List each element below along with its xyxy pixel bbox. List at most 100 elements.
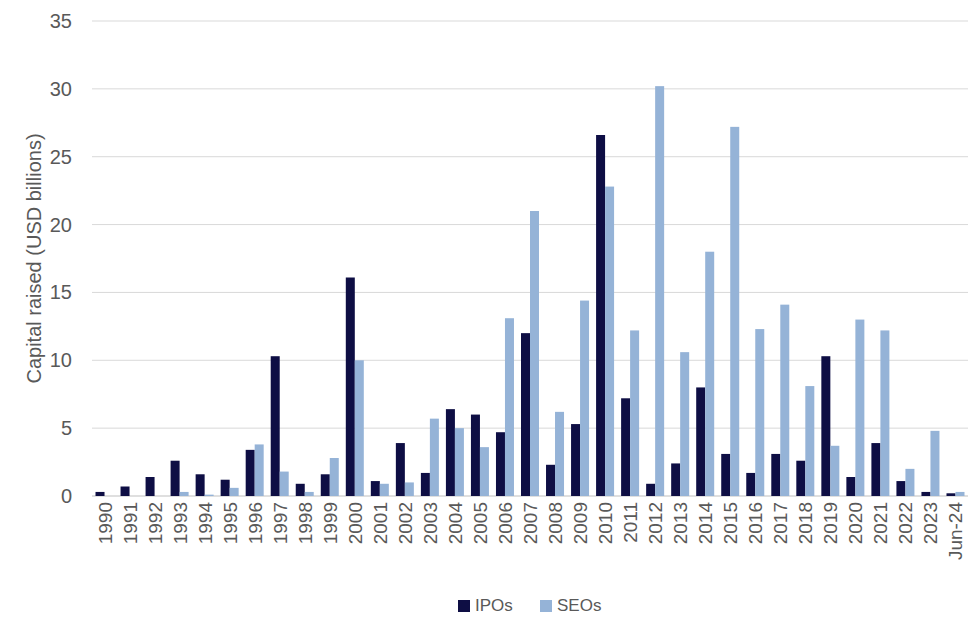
bar [905, 469, 914, 496]
bar [121, 487, 130, 497]
y-tick-label: 30 [50, 78, 72, 100]
x-tick-label: 2010 [595, 502, 616, 544]
x-tick-label: 2008 [545, 502, 566, 544]
bar [455, 428, 464, 496]
bar [280, 472, 289, 496]
bar [221, 480, 230, 496]
x-tick-label: 2021 [870, 502, 891, 544]
bar [596, 135, 605, 496]
x-tick-label: 2011 [620, 502, 641, 543]
bar [721, 454, 730, 496]
y-tick-label: 20 [50, 214, 72, 236]
bar [580, 301, 589, 496]
bar [555, 412, 564, 496]
bar [446, 409, 455, 496]
x-tick-label: Jun-24 [945, 502, 966, 561]
bar [780, 305, 789, 496]
bar [346, 278, 355, 497]
bar [746, 473, 755, 496]
grid-line [92, 88, 968, 89]
bar [430, 419, 439, 496]
bar [771, 454, 780, 496]
bar [146, 477, 155, 496]
legend-key [540, 600, 552, 612]
x-tick-label: 1997 [270, 502, 291, 544]
bar [705, 252, 714, 496]
x-tick-label: 1990 [95, 502, 116, 544]
x-tick-label: 2022 [895, 502, 916, 544]
bar [821, 356, 830, 496]
x-tick-label: 2003 [420, 502, 441, 544]
bar [680, 352, 689, 496]
bar [655, 86, 664, 496]
y-tick-label: 0 [61, 485, 72, 507]
x-tick-label: 2015 [720, 502, 741, 544]
x-tick-label: 2000 [345, 502, 366, 544]
grid-line [92, 21, 968, 22]
bar [421, 473, 430, 496]
bar [230, 488, 239, 496]
bar [571, 424, 580, 496]
legend-label: SEOs [557, 596, 601, 615]
x-tick-label: 2013 [670, 502, 691, 544]
y-tick-label: 25 [50, 146, 72, 168]
bar [171, 461, 180, 496]
bar [405, 482, 414, 496]
bar [805, 386, 814, 496]
bar [755, 329, 764, 496]
bar [296, 484, 305, 496]
bar [880, 330, 889, 496]
bar [180, 492, 189, 496]
bar [155, 496, 164, 497]
bar [380, 484, 389, 496]
y-axis-label: Capital raised (USD billions) [23, 133, 45, 383]
x-tick-label: 2001 [370, 502, 391, 544]
bar [255, 444, 264, 496]
x-tick-label: 1999 [320, 502, 341, 544]
x-tick-label: 2014 [695, 502, 716, 545]
bar [246, 450, 255, 496]
bar [796, 461, 805, 496]
y-tick-label: 35 [50, 10, 72, 32]
bar [605, 187, 614, 496]
bar [521, 333, 530, 496]
legend: IPOsSEOs [458, 596, 601, 615]
bar [496, 432, 505, 496]
bar [371, 481, 380, 496]
bar [855, 320, 864, 496]
bar [730, 127, 739, 496]
bar [846, 477, 855, 496]
x-tick-label: 2019 [820, 502, 841, 544]
bar [830, 446, 839, 496]
bar [105, 496, 114, 497]
x-tick-label: 1991 [120, 502, 141, 544]
bar [355, 360, 364, 496]
x-tick-label: 2004 [445, 502, 466, 545]
x-tick-label: 1992 [145, 502, 166, 544]
y-tick-label: 10 [50, 349, 72, 371]
bar [671, 463, 680, 496]
bar [480, 447, 489, 496]
bar [196, 474, 205, 496]
bar [946, 493, 955, 496]
bar [130, 496, 139, 497]
bar [546, 465, 555, 496]
grid-line [92, 156, 968, 157]
bar [896, 481, 905, 496]
x-tick-label: 2017 [770, 502, 791, 544]
chart: 05101520253035Capital raised (USD billio… [0, 0, 974, 636]
bar [955, 492, 964, 496]
bar [630, 330, 639, 496]
bar [305, 492, 314, 496]
x-tick-label: 2012 [645, 502, 666, 544]
y-tick-label: 15 [50, 281, 72, 303]
x-tick-label: 2005 [470, 502, 491, 544]
x-tick-label: 2023 [920, 502, 941, 544]
bar [330, 458, 339, 496]
x-tick-label: 2006 [495, 502, 516, 544]
bar [471, 415, 480, 496]
bar [96, 492, 105, 496]
legend-key [458, 600, 470, 612]
x-tick-label: 1995 [220, 502, 241, 544]
bar [921, 492, 930, 496]
